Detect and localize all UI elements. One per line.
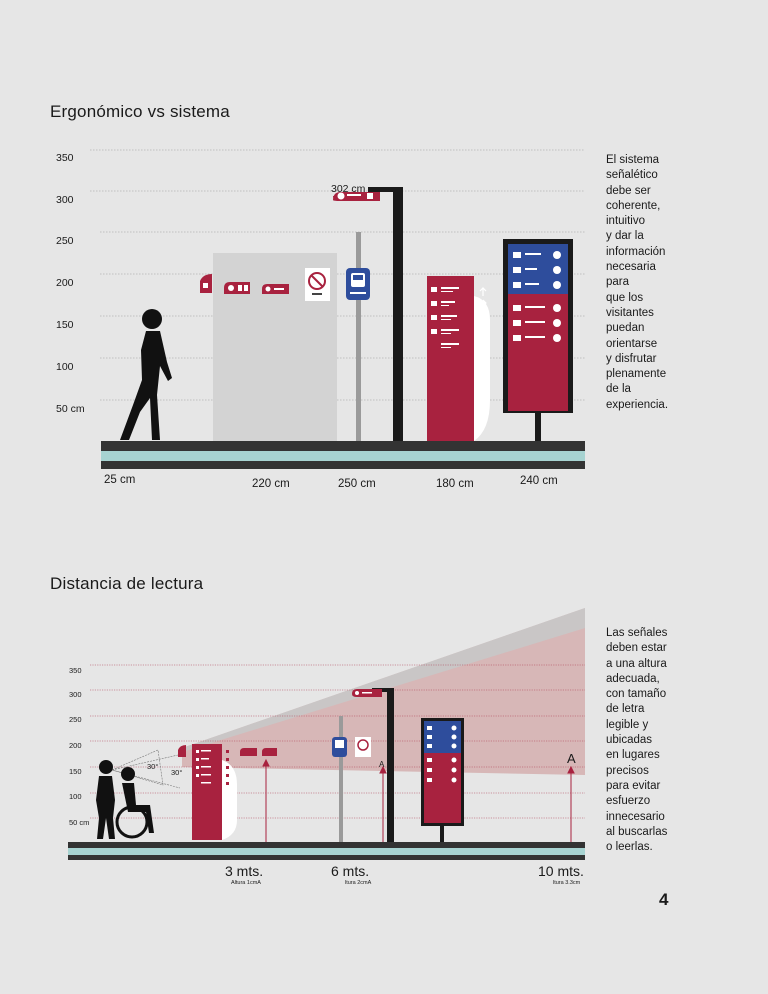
y-label-50: 50 cm xyxy=(56,403,85,415)
desc1-line: y disfrutar xyxy=(606,352,657,365)
desc1-line: visitantes xyxy=(606,306,654,319)
no-smoking-sign-icon xyxy=(305,268,330,301)
distance-marker-3m xyxy=(262,758,270,842)
y-label-350: 350 xyxy=(56,152,74,164)
y2-label-200: 200 xyxy=(69,741,82,750)
desc2-line: de letra xyxy=(606,703,645,716)
desc1-line: experiencia. xyxy=(606,398,669,411)
y-label-150: 150 xyxy=(56,319,74,331)
reading-totem-small xyxy=(192,744,237,840)
x-label-240: 240 cm xyxy=(520,475,558,487)
desc1-line: señalético xyxy=(606,169,658,182)
desc1-line: intuitivo xyxy=(606,215,645,228)
desc1-line: que los xyxy=(606,291,644,304)
hanging-sign xyxy=(333,192,380,201)
red-totem xyxy=(427,276,490,441)
digital-totem xyxy=(503,239,573,441)
page-number: 4 xyxy=(659,890,669,909)
angle-label-2: 30° xyxy=(171,768,183,777)
tall-post-small xyxy=(387,688,394,842)
walking-person-icon xyxy=(120,309,172,440)
x-label-180: 180 cm xyxy=(436,478,474,490)
y-label-100: 100 xyxy=(56,361,74,373)
wall-sign-3 xyxy=(262,284,289,294)
desc2-line: con tamaño xyxy=(606,688,667,701)
bus-pole xyxy=(356,232,361,441)
y2-label-50: 50 cm xyxy=(69,818,90,827)
desc1-line: para xyxy=(606,276,630,289)
y2-label-100: 100 xyxy=(69,792,82,801)
distance-6m: 6 mts. xyxy=(331,863,370,879)
y-label-250: 250 xyxy=(56,235,74,247)
desc2-line: legible y xyxy=(606,718,649,731)
section2-floor xyxy=(68,842,585,860)
small-wall-sign-left xyxy=(178,745,186,757)
desc1-line: El sistema xyxy=(606,154,660,166)
x-label-220: 220 cm xyxy=(252,478,290,490)
section2-description: Las señales deben estar a una altura ade… xyxy=(606,626,716,855)
desc1-line: coherente, xyxy=(606,199,661,212)
desc1-line: información xyxy=(606,245,666,258)
y-label-200: 200 xyxy=(56,277,74,289)
distance-marker-6m xyxy=(379,765,387,842)
desc1-line: y dar la xyxy=(606,230,644,243)
wall-sign-2 xyxy=(224,282,250,294)
desc2-line: para evitar xyxy=(606,779,661,792)
bus-pole-small xyxy=(339,716,343,842)
wall-sign-1 xyxy=(200,274,212,293)
distance-marker-10m xyxy=(567,765,575,842)
desc2-line: ubicadas xyxy=(606,734,653,747)
y2-label-300: 300 xyxy=(69,690,82,699)
desc1-line: puedan xyxy=(606,322,645,335)
desc2-line: deben estar xyxy=(606,642,667,655)
desc2-line: en lugares xyxy=(606,749,660,762)
bus-sign-icon xyxy=(346,268,370,300)
distance-10m-sub: ltura 3.3cm xyxy=(553,880,581,886)
distance-6m-sub: ltura 2cmA xyxy=(345,880,372,886)
y2-label-150: 150 xyxy=(69,767,82,776)
hanging-sign-small xyxy=(352,689,382,697)
small-wall-sign-mid xyxy=(240,748,277,756)
desc2-line: adecuada, xyxy=(606,672,660,685)
section1-title: Ergonómico vs sistema xyxy=(50,102,230,121)
eye-view-lines xyxy=(111,749,181,789)
section2-title: Distancia de lectura xyxy=(50,574,204,593)
desc1-line: debe ser xyxy=(606,184,651,197)
distance-3m-sub: Altura 1cmA xyxy=(231,880,261,886)
desc2-line: o leerlas. xyxy=(606,841,653,854)
desc2-line: esfuerzo xyxy=(606,795,651,808)
desc1-line: necesaria xyxy=(606,261,656,274)
desc1-line: de la xyxy=(606,383,631,396)
desc2-line: a una altura xyxy=(606,657,667,670)
desc2-line: al buscarlas xyxy=(606,825,668,838)
y2-label-350: 350 xyxy=(69,666,82,675)
distance-10m: 10 mts. xyxy=(538,863,584,879)
angle-label-1: 30° xyxy=(147,762,159,771)
tall-post xyxy=(393,187,403,441)
distance-3m: 3 mts. xyxy=(225,863,264,879)
letter-marker-6m: A xyxy=(379,760,385,769)
height-marker-302: 302 cm xyxy=(331,183,366,195)
desc1-line: orientarse xyxy=(606,337,658,350)
desc2-line: precisos xyxy=(606,764,649,777)
standing-person-icon xyxy=(96,760,115,839)
x-label-25: 25 cm xyxy=(104,474,136,486)
section1-gridlines xyxy=(90,149,585,401)
desc2-line: innecesario xyxy=(606,810,665,823)
digital-totem-small xyxy=(421,718,464,842)
section1-floor xyxy=(101,441,585,469)
x-label-250: 250 cm xyxy=(338,478,376,490)
y-label-300: 300 xyxy=(56,194,74,206)
no-smoking-sign-small-icon xyxy=(355,737,371,757)
y2-label-250: 250 xyxy=(69,715,82,724)
section1-description: El sistema señalético debe ser coherente… xyxy=(606,153,716,413)
letter-marker-10m: A xyxy=(567,751,576,766)
desc2-line: Las señales xyxy=(606,627,668,639)
wheelchair-user-icon xyxy=(115,767,154,839)
desc1-line: plenamente xyxy=(606,368,667,381)
